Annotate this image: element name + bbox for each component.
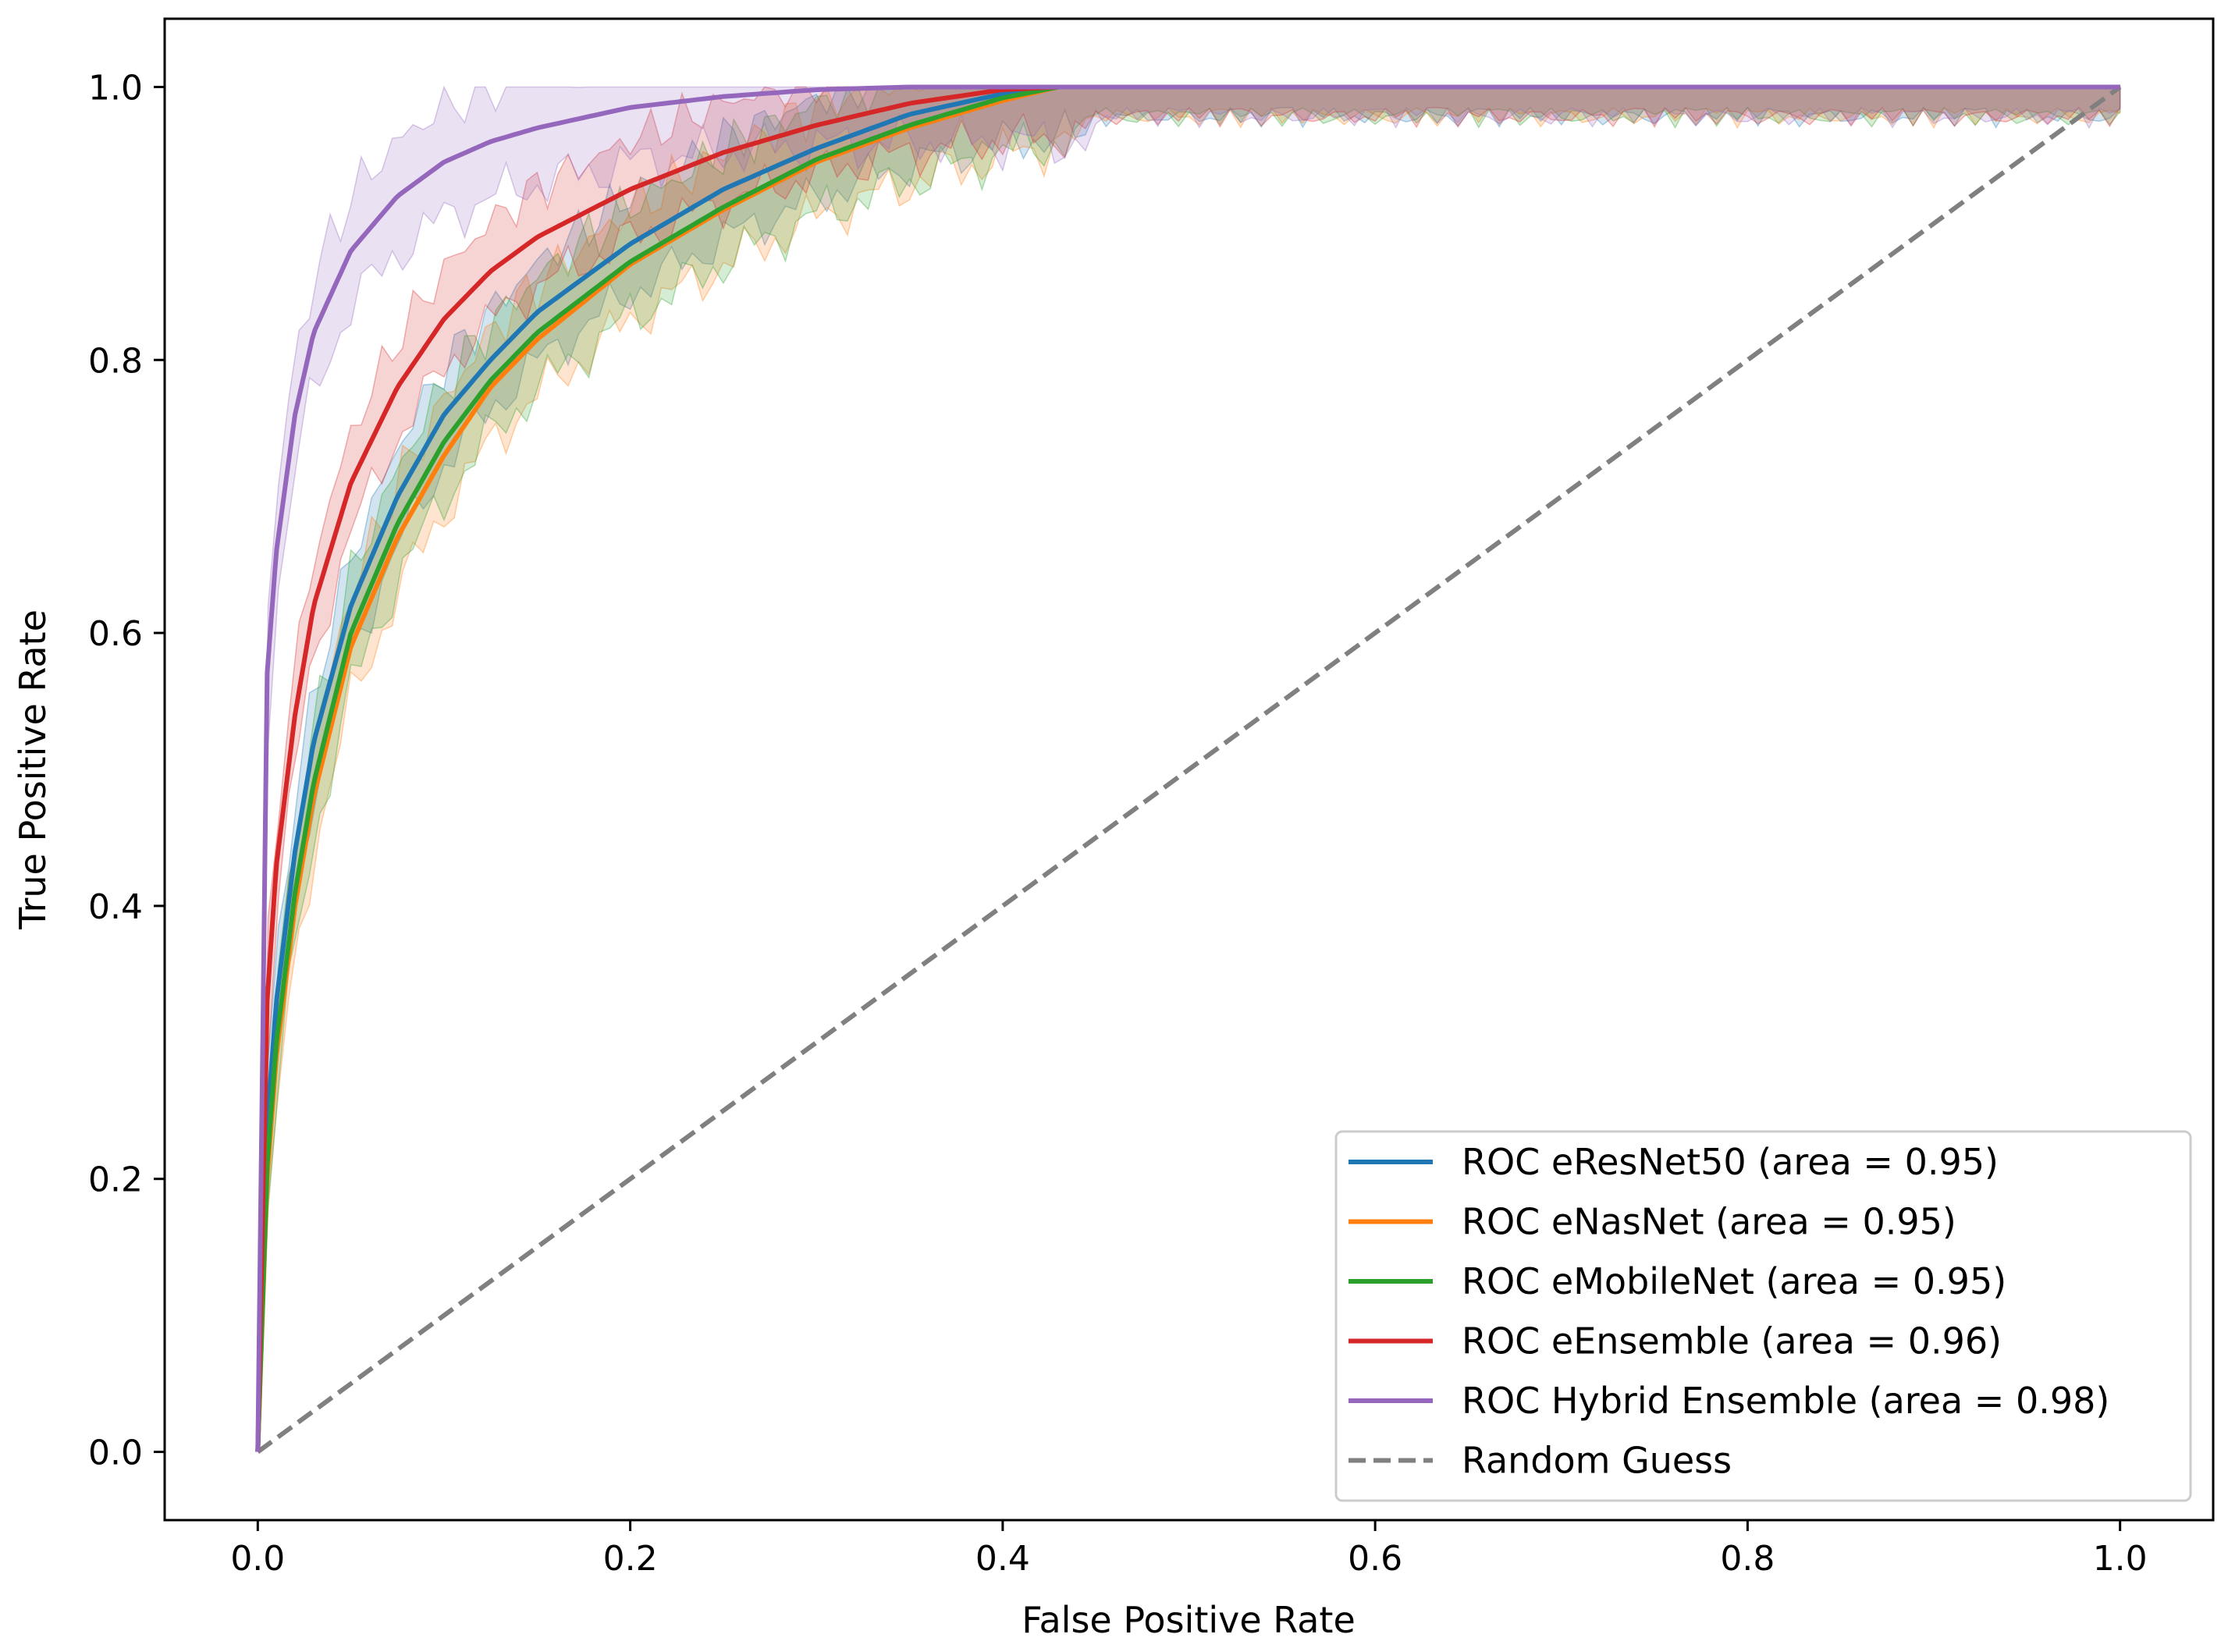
legend-label: ROC eMobileNet (area = 0.95) [1462, 1260, 2006, 1302]
y-tick-label: 0.4 [88, 887, 143, 927]
x-tick-label: 0.2 [603, 1539, 658, 1579]
x-tick-label: 0.8 [1720, 1539, 1775, 1579]
y-tick-label: 1.0 [88, 68, 143, 108]
y-axis-ticks: 0.0 0.2 0.4 0.6 0.8 1.0 [88, 68, 165, 1473]
y-tick-label: 0.6 [88, 614, 143, 654]
x-tick-label: 0.4 [975, 1539, 1030, 1579]
random-guess-line [256, 85, 2122, 1454]
y-tick-label: 0.2 [88, 1160, 143, 1200]
legend-label: Random Guess [1462, 1440, 1732, 1482]
x-axis-label: False Positive Rate [1022, 1599, 1356, 1641]
x-tick-label: 1.0 [2093, 1539, 2148, 1579]
legend-label: ROC eResNet50 (area = 0.95) [1462, 1141, 1999, 1183]
x-axis-ticks: 0.0 0.2 0.4 0.6 0.8 1.0 [230, 1520, 2148, 1579]
legend-label: ROC eNasNet (area = 0.95) [1462, 1201, 1956, 1243]
y-tick-label: 0.8 [88, 341, 143, 381]
legend-label: ROC Hybrid Ensemble (area = 0.98) [1462, 1380, 2109, 1422]
legend-box [1334, 1130, 2192, 1502]
roc-curves [255, 84, 2122, 1454]
legend-label: ROC eEnsemble (area = 0.96) [1462, 1320, 2002, 1362]
plot-frame [163, 17, 2215, 1522]
x-tick-label: 0.6 [1348, 1539, 1402, 1579]
x-tick-label: 0.0 [230, 1539, 285, 1579]
y-axis-label: True Positive Rate [12, 609, 54, 930]
roc-curve-5 [255, 84, 2120, 1452]
legend: ROC eResNet50 (area = 0.95) ROC eNasNet (… [1334, 1130, 2192, 1502]
y-tick-label: 0.0 [88, 1434, 143, 1473]
